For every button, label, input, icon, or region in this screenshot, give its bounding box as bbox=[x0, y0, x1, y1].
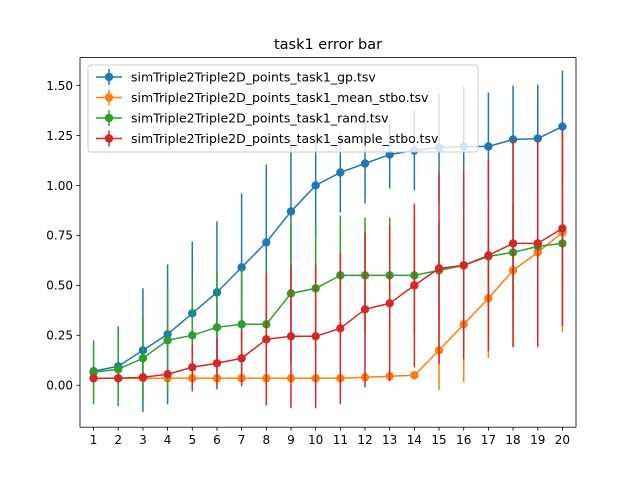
y-tick-label: 1.50 bbox=[46, 79, 73, 93]
x-tick-label: 19 bbox=[530, 433, 545, 447]
data-point bbox=[114, 374, 123, 383]
y-tick-label: 0.50 bbox=[46, 279, 73, 293]
x-tick-label: 16 bbox=[456, 433, 471, 447]
data-point bbox=[237, 354, 246, 363]
legend-marker bbox=[104, 72, 114, 82]
plot-marks bbox=[89, 70, 567, 413]
data-point bbox=[508, 239, 518, 248]
data-point bbox=[410, 281, 419, 290]
x-tick-label: 2 bbox=[114, 433, 122, 447]
legend-label: simTriple2Triple2D_points_task1_sample_s… bbox=[131, 131, 439, 146]
data-point bbox=[533, 134, 542, 143]
legend-item: simTriple2Triple2D_points_task1_mean_stb… bbox=[96, 89, 429, 106]
y-tick-label: 1.00 bbox=[46, 179, 73, 193]
x-tick-label: 9 bbox=[287, 433, 295, 447]
y-tick-label: 0.75 bbox=[46, 229, 73, 243]
legend-box bbox=[87, 64, 479, 153]
x-tick-label: 14 bbox=[407, 433, 422, 447]
x-tick-label: 5 bbox=[188, 433, 196, 447]
data-point bbox=[163, 336, 172, 345]
series-3 bbox=[89, 130, 567, 409]
legend-item: simTriple2Triple2D_points_task1_rand.tsv bbox=[96, 110, 389, 126]
plot-frame bbox=[79, 57, 577, 428]
data-point bbox=[286, 332, 296, 341]
data-point bbox=[286, 207, 296, 216]
x-tick-label: 17 bbox=[481, 433, 496, 447]
y-tick-label: 0.00 bbox=[46, 379, 73, 393]
data-point bbox=[533, 239, 542, 248]
data-point bbox=[484, 142, 493, 151]
x-tick-label: 1 bbox=[90, 433, 98, 447]
data-point bbox=[138, 373, 148, 382]
data-point bbox=[114, 365, 123, 374]
x-tick-label: 11 bbox=[333, 433, 348, 447]
axes: 1 2 3 4 5 6 7 8 9 10 11 12 13 14 15 16 17 18 19 200.000.250… bbox=[46, 57, 577, 447]
x-tick-label: 3 bbox=[139, 433, 147, 447]
data-point bbox=[237, 320, 246, 329]
legend-marker bbox=[104, 93, 114, 102]
legend-label: simTriple2Triple2D_points_task1_gp.tsv bbox=[131, 70, 376, 85]
x-tick-label: 6 bbox=[213, 433, 221, 447]
data-point bbox=[311, 181, 320, 190]
x-tick-label: 13 bbox=[382, 433, 397, 447]
series-line bbox=[93, 227, 563, 379]
y-tick-label: 1.25 bbox=[46, 129, 73, 143]
data-point bbox=[262, 238, 271, 247]
data-point bbox=[360, 305, 370, 314]
x-tick-label: 15 bbox=[431, 433, 446, 447]
data-point bbox=[360, 159, 370, 168]
legend: simTriple2Triple2D_points_task1_gp.tsvsi… bbox=[87, 64, 479, 153]
legend-item: simTriple2Triple2D_points_task1_gp.tsv bbox=[96, 69, 376, 85]
legend-label: simTriple2Triple2D_points_task1_rand.tsv bbox=[131, 111, 389, 126]
legend-label: simTriple2Triple2D_points_task1_mean_stb… bbox=[131, 90, 429, 105]
x-tick-label: 7 bbox=[238, 433, 246, 447]
x-tick-label: 8 bbox=[262, 433, 270, 447]
data-point bbox=[262, 335, 271, 344]
data-point bbox=[336, 168, 345, 177]
data-point bbox=[138, 354, 148, 363]
x-tick-label: 18 bbox=[505, 433, 520, 447]
chart-title: task1 error bar bbox=[274, 37, 382, 53]
x-tick-label: 10 bbox=[308, 433, 323, 447]
data-point bbox=[188, 331, 197, 340]
data-point bbox=[558, 224, 567, 233]
data-point bbox=[311, 332, 320, 341]
data-point bbox=[89, 374, 98, 383]
data-point bbox=[459, 261, 468, 270]
data-point bbox=[89, 368, 98, 377]
data-point bbox=[212, 359, 222, 368]
x-tick-label: 4 bbox=[164, 433, 172, 447]
data-point bbox=[558, 122, 567, 131]
data-point bbox=[336, 324, 345, 333]
data-point bbox=[237, 263, 246, 272]
x-tick-label: 20 bbox=[555, 433, 570, 447]
data-point bbox=[484, 251, 493, 260]
x-tick-label: 12 bbox=[357, 433, 372, 447]
legend-marker bbox=[104, 113, 114, 123]
data-point bbox=[212, 323, 222, 332]
data-point bbox=[385, 299, 394, 308]
data-point bbox=[434, 264, 444, 273]
legend-item: simTriple2Triple2D_points_task1_sample_s… bbox=[96, 130, 439, 147]
data-point bbox=[163, 370, 172, 379]
legend-marker bbox=[104, 134, 114, 143]
data-point bbox=[410, 371, 419, 380]
y-tick-label: 0.25 bbox=[46, 329, 73, 343]
data-point bbox=[188, 363, 197, 372]
